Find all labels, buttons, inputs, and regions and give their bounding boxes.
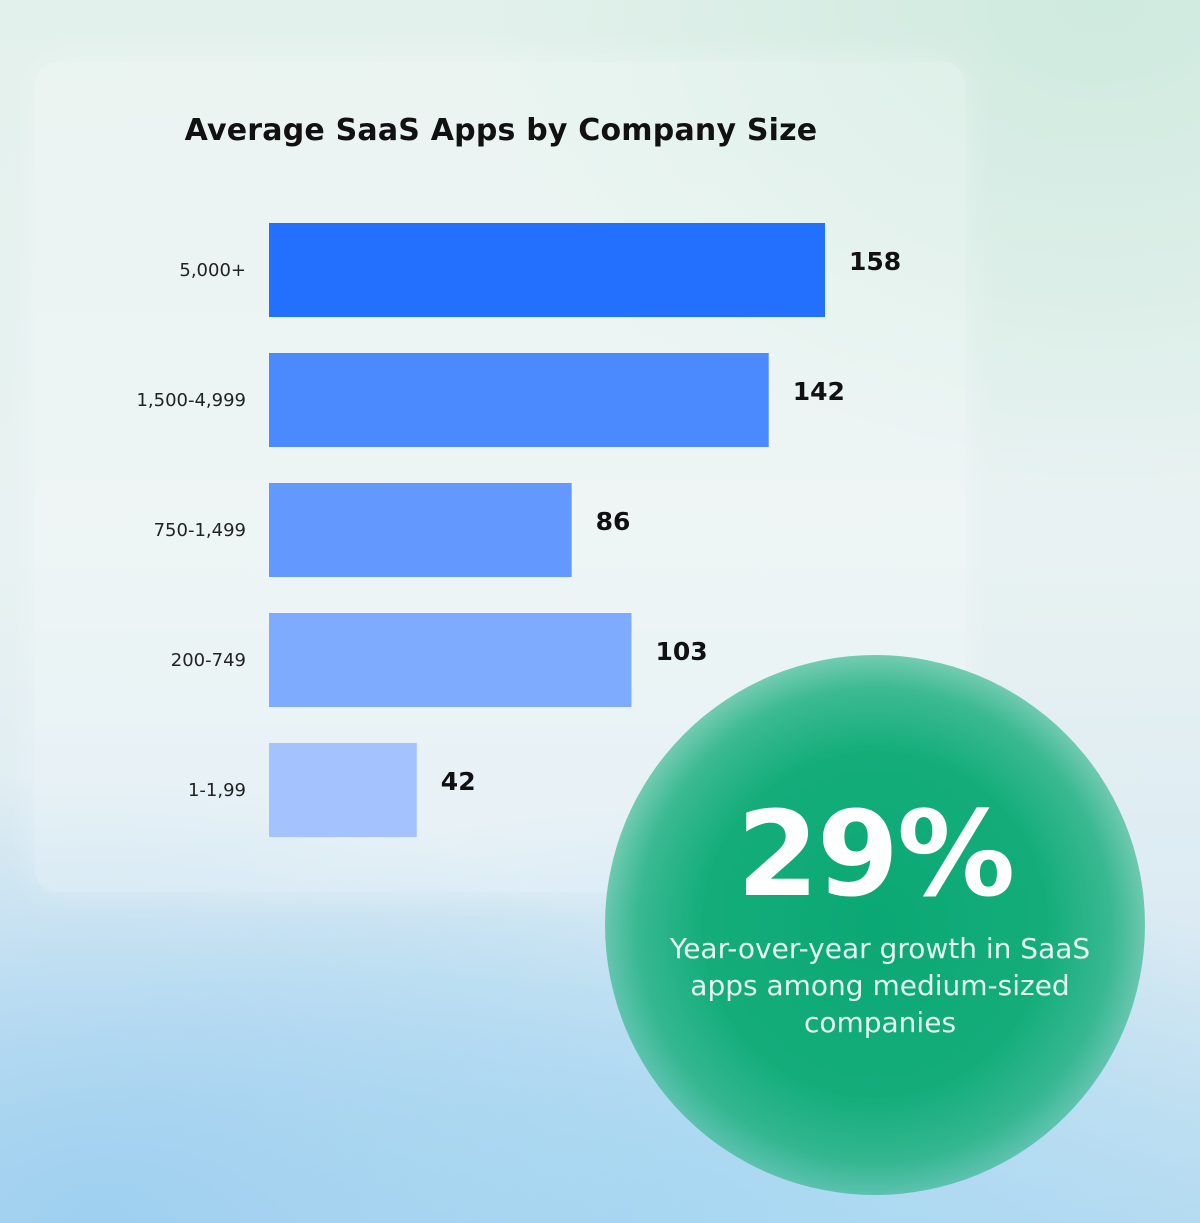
bar-0 [269,223,825,317]
bar-1 [269,353,769,447]
category-label-1: 1,500-4,999 [136,390,246,411]
value-label-0: 158 [849,247,901,276]
growth-stat: 29% [736,785,1015,923]
value-label-4: 42 [441,767,476,796]
category-label-3: 200-749 [171,650,246,671]
value-label-3: 103 [655,637,707,666]
chart-title: Average SaaS Apps by Company Size [184,113,818,148]
stat-bubble [605,655,1145,1195]
category-label-4: 1-1,99 [188,780,246,801]
category-label-2: 750-1,499 [154,520,246,541]
value-label-1: 142 [793,377,845,406]
bar-3 [269,613,632,707]
bar-2 [269,483,572,577]
growth-caption: Year-over-year growth in SaaS apps among… [669,932,1091,1039]
bar-4 [269,743,417,837]
category-label-0: 5,000+ [179,260,246,281]
value-label-2: 86 [596,507,631,536]
